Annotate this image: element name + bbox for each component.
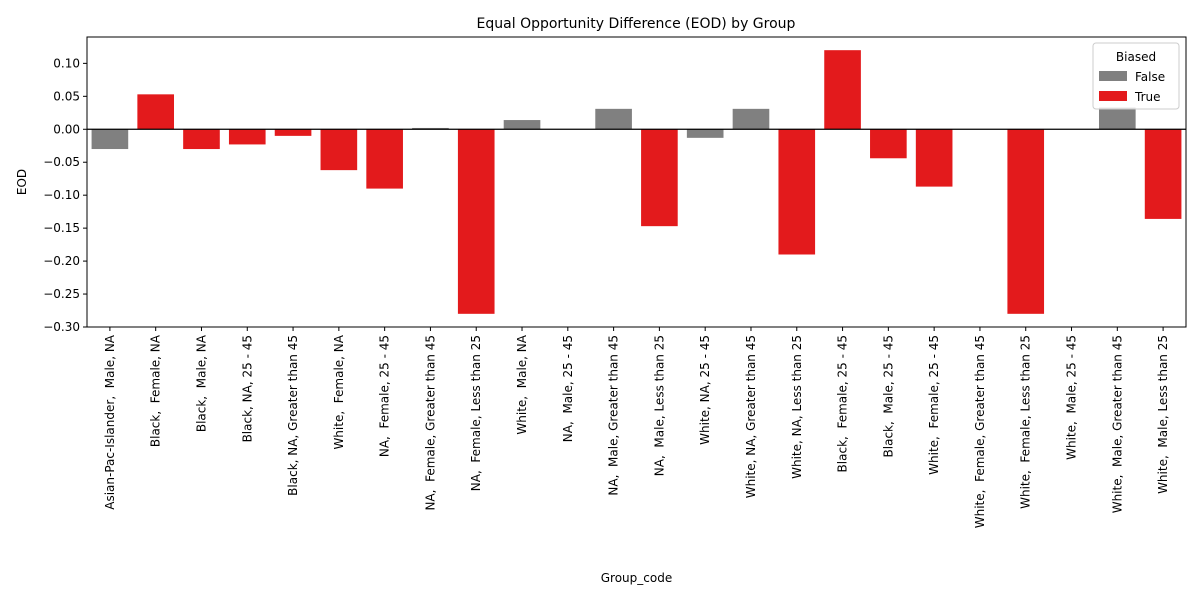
bar-4 [274,129,312,136]
x-tick-label-23: White, Male, Less than 25 [1156,335,1170,494]
x-tick-label-4: Black, NA, Greater than 45 [286,335,300,496]
bar-8 [457,129,495,314]
x-tick-label-9: White, Male, NA [515,334,529,434]
bar-18 [915,129,953,187]
bar-1 [137,94,175,130]
legend: Biased False True [1092,42,1180,110]
legend-swatch-true [1099,91,1127,101]
legend-swatch-false [1099,71,1127,81]
y-tick-label-0: −0.30 [43,320,80,334]
bar-2 [183,129,220,150]
x-tick-label-7: NA, Female, Greater than 45 [423,335,437,511]
bar-15 [778,129,816,255]
bar-12 [641,129,678,227]
x-tick-label-21: White, Male, 25 - 45 [1065,335,1079,460]
y-tick-label-3: −0.15 [43,221,80,235]
x-tick-label-6: NA, Female, 25 - 45 [378,335,392,457]
y-tick-label-6: 0.00 [53,122,80,136]
bar-6 [366,129,403,189]
y-tick-label-2: −0.20 [43,254,80,268]
legend-title: Biased [1116,50,1156,64]
bar-13 [686,129,724,138]
y-tick-label-5: −0.05 [43,155,80,169]
x-tick-label-3: Black, NA, 25 - 45 [240,335,254,442]
x-axis: Asian-Pac-Islander, Male, NA Black, Femal… [103,327,1170,528]
x-tick-label-18: White, Female, 25 - 45 [927,335,941,475]
bar-22 [1098,107,1136,130]
x-tick-label-8: NA, Female, Less than 25 [469,335,483,491]
bar-9 [503,120,541,130]
bar-17 [870,129,907,159]
legend-label-true: True [1134,90,1161,104]
x-tick-label-14: White, NA, Greater than 45 [744,335,758,498]
y-axis: −0.30 −0.25 −0.20 −0.15 −0.10 −0.05 0.00 0.05 0.… [43,56,87,334]
x-tick-label-15: White, NA, Less than 25 [790,335,804,479]
bar-7 [412,127,449,130]
x-tick-label-16: Black, Female, 25 - 45 [836,335,850,472]
x-tick-label-0: Asian-Pac-Islander, Male, NA [103,334,117,510]
legend-entries: False True [1099,70,1165,104]
bar-23 [1144,129,1182,219]
bar-20 [1007,129,1045,314]
x-tick-label-13: White, NA, 25 - 45 [698,335,712,445]
x-tick-label-17: Black, Male, 25 - 45 [881,335,895,457]
bar-11 [595,108,632,130]
x-tick-label-12: NA, Male, Less than 25 [652,335,666,476]
bar-5 [320,129,358,171]
x-tick-label-11: NA, Male, Greater than 45 [607,335,621,496]
x-tick-label-1: Black, Female, NA [149,334,163,447]
x-tick-label-5: White, Female, NA [332,334,346,449]
bar-16 [824,50,861,130]
x-tick-label-22: White, Male, Greater than 45 [1110,335,1124,513]
chart-title: Equal Opportunity Difference (EOD) by Gr… [477,16,796,32]
plot-frame [86,36,1187,328]
legend-label-false: False [1135,70,1165,84]
y-tick-label-7: 0.05 [53,89,80,103]
bar-3 [228,129,266,145]
x-tick-label-20: White, Female, Less than 25 [1019,335,1033,509]
x-tick-label-19: White, Female, Greater than 45 [973,335,987,528]
x-tick-label-10: NA, Male, 25 - 45 [561,335,575,442]
y-tick-label-8: 0.10 [53,56,80,70]
bar-14 [732,108,770,130]
y-tick-label-4: −0.10 [43,188,80,202]
bar-0 [91,129,129,150]
bars-group [91,50,1182,314]
y-axis-label: EOD [15,169,29,195]
x-tick-label-2: Black, Male, NA [194,334,208,432]
y-tick-label-1: −0.25 [43,287,80,301]
x-axis-label: Group_code [601,571,672,585]
